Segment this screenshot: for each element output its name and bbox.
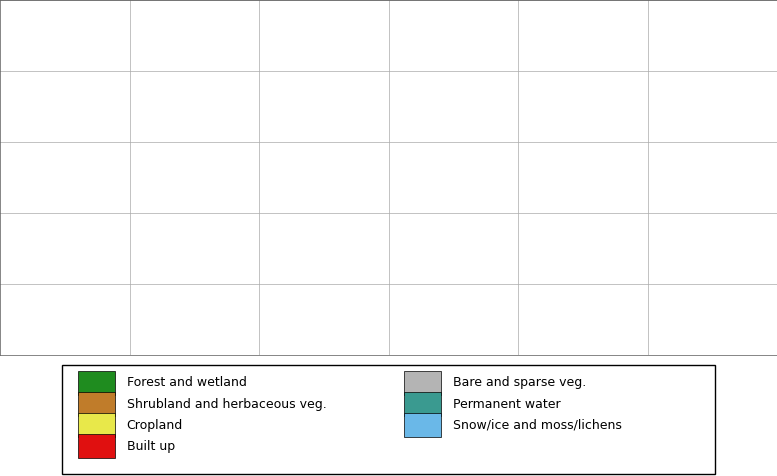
- Bar: [62, 365, 715, 474]
- Text: Bare and sparse veg.: Bare and sparse veg.: [453, 377, 586, 389]
- Text: Snow/ice and moss/lichens: Snow/ice and moss/lichens: [453, 419, 622, 432]
- Text: Shrubland and herbaceous veg.: Shrubland and herbaceous veg.: [127, 397, 326, 410]
- Text: Permanent water: Permanent water: [453, 397, 561, 410]
- Bar: [404, 371, 441, 395]
- Bar: [78, 392, 115, 416]
- Bar: [78, 371, 115, 395]
- Text: Forest and wetland: Forest and wetland: [127, 377, 246, 389]
- Text: Built up: Built up: [127, 440, 175, 453]
- Bar: [404, 413, 441, 437]
- Bar: [404, 392, 441, 416]
- Bar: [78, 434, 115, 458]
- Bar: [78, 413, 115, 437]
- Text: Cropland: Cropland: [127, 419, 183, 432]
